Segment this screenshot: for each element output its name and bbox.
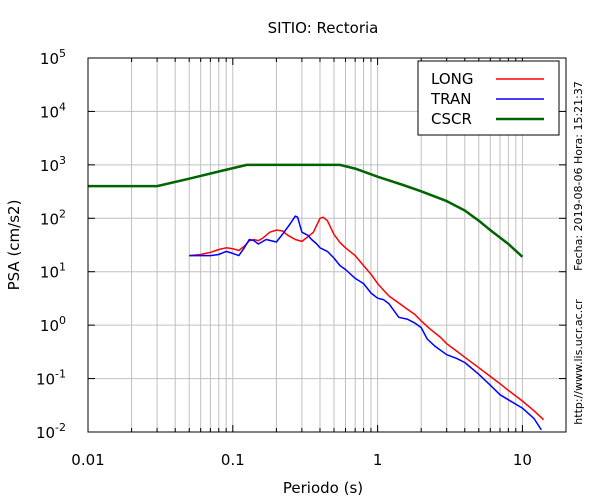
legend-label-long: LONG [431,70,473,88]
series-cscr-line [88,163,524,258]
legend-label-tran: TRAN [430,90,471,108]
chart-title: SITIO: Rectoria [268,19,379,37]
legend: LONG TRAN CSCR [417,60,560,136]
y-tick-label: 100 [40,314,66,335]
y-tick-label: 103 [40,154,66,175]
x-tick-label: 0.1 [221,451,245,469]
x-tick-label: 1 [373,451,383,469]
series-tran-line [189,215,542,431]
y-tick-label: 10-2 [36,421,66,442]
x-tick-label: 0.01 [71,451,104,469]
legend-box [417,60,560,136]
axis-ticks: 0.01 0.1 1 10 10-2 10-1 100 101 102 103 104 105 [36,47,567,469]
y-tick-label: 10-1 [36,368,66,389]
series-group [88,163,545,431]
date-stamp: Fecha: 2019-08-06 Hora: 15:21:37 [572,81,585,271]
y-axis-label: PSA (cm/s2) [5,200,23,291]
legend-label-cscr: CSCR [431,110,472,128]
url-stamp: http://www.lis.ucr.ac.cr [572,299,585,425]
y-tick-label: 105 [40,47,66,68]
y-tick-label: 102 [40,207,66,228]
y-tick-label: 101 [40,261,66,282]
x-axis-label: Periodo (s) [283,479,363,497]
y-tick-label: 104 [40,100,66,121]
plot-frame [87,57,567,433]
x-tick-label: 10 [513,451,532,469]
